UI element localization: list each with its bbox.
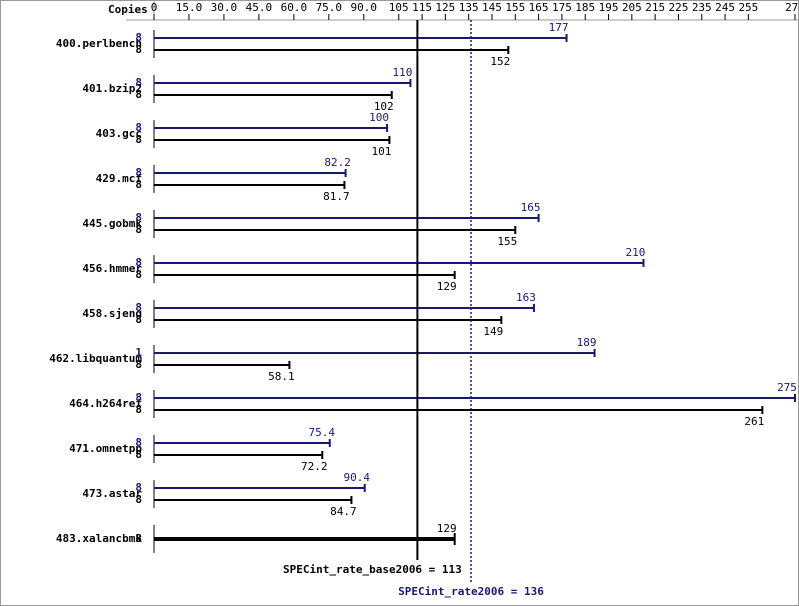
copies-label: 8 xyxy=(135,133,142,146)
value-label: 90.4 xyxy=(343,471,370,484)
x-tick-label: 30.0 xyxy=(211,1,238,14)
copies-label: 8 xyxy=(135,166,142,179)
x-tick-label: 255 xyxy=(738,1,758,14)
x-tick-label: 145 xyxy=(482,1,502,14)
x-tick-label: 60.0 xyxy=(281,1,308,14)
x-tick-label: 185 xyxy=(575,1,595,14)
copies-label: 8 xyxy=(135,448,142,461)
copies-label: 8 xyxy=(135,403,142,416)
copies-label: 8 xyxy=(135,211,142,224)
x-tick-label: 245 xyxy=(715,1,735,14)
value-label: 75.4 xyxy=(309,426,336,439)
benchmark-label: 401.bzip2 xyxy=(82,82,142,95)
value-label: 155 xyxy=(497,235,517,248)
x-tick-label: 275 xyxy=(785,1,799,14)
copies-label: 8 xyxy=(135,256,142,269)
benchmark-label: 429.mcf xyxy=(96,172,142,185)
benchmark-label: 471.omnetpp xyxy=(69,442,142,455)
value-label: 82.2 xyxy=(324,156,351,169)
value-label: 129 xyxy=(437,522,457,535)
value-label: 100 xyxy=(369,111,389,124)
x-tick-label: 115 xyxy=(412,1,432,14)
value-label: 81.7 xyxy=(323,190,350,203)
copies-label: 8 xyxy=(135,31,142,44)
value-label: 101 xyxy=(371,145,391,158)
x-tick-label: 205 xyxy=(622,1,642,14)
value-label: 102 xyxy=(374,100,394,113)
x-tick-label: 155 xyxy=(505,1,525,14)
copies-label: 8 xyxy=(135,436,142,449)
benchmark-label: 483.xalancbmk xyxy=(56,532,142,545)
copies-label: 8 xyxy=(135,313,142,326)
x-tick-label: 195 xyxy=(599,1,619,14)
benchmark-label: 403.gcc xyxy=(96,127,142,140)
reference-label: SPECint_rate_base2006 = 113 xyxy=(283,563,462,576)
x-tick-label: 90.0 xyxy=(351,1,378,14)
value-label: 58.1 xyxy=(268,370,295,383)
value-label: 72.2 xyxy=(301,460,328,473)
copies-label: 8 xyxy=(135,223,142,236)
copies-label: 8 xyxy=(135,358,142,371)
x-tick-label: 75.0 xyxy=(316,1,343,14)
x-tick-label: 135 xyxy=(459,1,479,14)
x-tick-label: 15.0 xyxy=(176,1,203,14)
value-label: 275 xyxy=(777,381,797,394)
x-tick-label: 175 xyxy=(552,1,572,14)
copies-label: 8 xyxy=(135,493,142,506)
benchmark-label: 445.gobmk xyxy=(82,217,142,230)
value-label: 189 xyxy=(577,336,597,349)
value-label: 149 xyxy=(483,325,503,338)
copies-label: 8 xyxy=(135,76,142,89)
benchmark-label: 458.sjeng xyxy=(82,307,142,320)
x-tick-label: 0 xyxy=(151,1,158,14)
axis-label: Copies xyxy=(108,3,148,16)
value-label: 261 xyxy=(744,415,764,428)
value-label: 84.7 xyxy=(330,505,357,518)
benchmark-label: 456.hmmer xyxy=(82,262,142,275)
copies-label: 8 xyxy=(135,88,142,101)
copies-label: 8 xyxy=(135,391,142,404)
copies-label: 8 xyxy=(135,301,142,314)
x-tick-label: 105 xyxy=(389,1,409,14)
copies-label: 8 xyxy=(135,121,142,134)
value-label: 163 xyxy=(516,291,536,304)
value-label: 152 xyxy=(490,55,510,68)
x-tick-label: 235 xyxy=(692,1,712,14)
copies-label: 8 xyxy=(135,532,142,545)
value-label: 110 xyxy=(392,66,412,79)
benchmark-label: 462.libquantum xyxy=(49,352,142,365)
copies-label: 8 xyxy=(135,178,142,191)
copies-label: 1 xyxy=(135,346,142,359)
x-tick-label: 225 xyxy=(669,1,689,14)
x-tick-label: 165 xyxy=(529,1,549,14)
reference-label: SPECint_rate2006 = 136 xyxy=(398,585,544,598)
benchmark-label: 400.perlbench xyxy=(56,37,142,50)
copies-label: 8 xyxy=(135,43,142,56)
copies-label: 8 xyxy=(135,481,142,494)
x-tick-label: 215 xyxy=(645,1,665,14)
x-tick-label: 125 xyxy=(435,1,455,14)
value-label: 210 xyxy=(626,246,646,259)
value-label: 177 xyxy=(549,21,569,34)
benchmark-label: 464.h264ref xyxy=(69,397,142,410)
copies-label: 8 xyxy=(135,268,142,281)
value-label: 165 xyxy=(521,201,541,214)
x-tick-label: 45.0 xyxy=(246,1,273,14)
value-label: 129 xyxy=(437,280,457,293)
benchmark-label: 473.astar xyxy=(82,487,142,500)
